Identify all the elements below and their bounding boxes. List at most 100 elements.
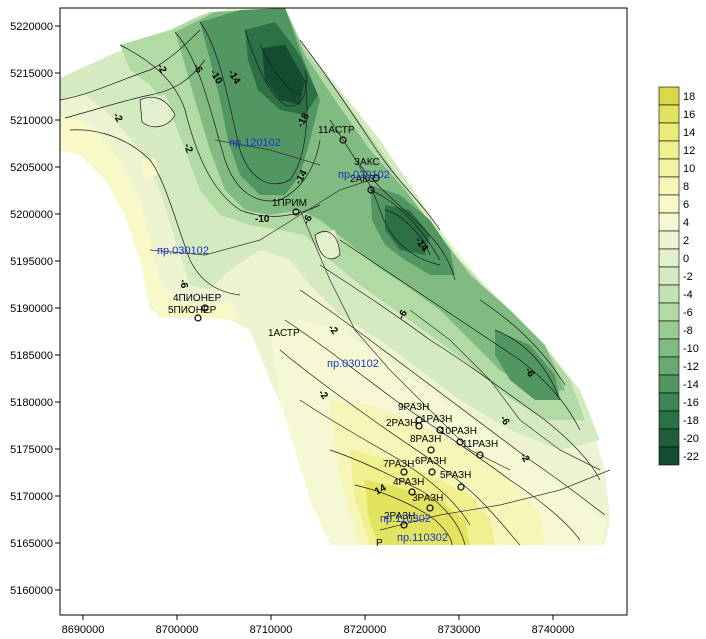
y-tick-label: 5205000: [10, 162, 53, 174]
well-label: 5РАЗН: [440, 470, 471, 481]
color-legend: 18 16 14 12 10 8 6 4 2 0 -2 -4 -6 -8 -10 -12 -14 -16 -18 -2…: [658, 86, 699, 466]
legend-swatch: [658, 122, 680, 142]
well-label: 5ПИОНЕР: [168, 305, 217, 316]
legend-label: -8: [683, 325, 693, 337]
well-label: 4ПИОНЕР: [173, 293, 222, 304]
legend-label: -6: [683, 307, 693, 319]
contour-lines: [60, 21, 606, 546]
legend-swatch: [658, 374, 680, 394]
y-tick-label: 5195000: [10, 256, 53, 268]
map-plot: [60, 8, 611, 546]
well-label: 1ПРИМ: [272, 198, 307, 209]
contour-label: -2: [181, 142, 195, 155]
legend-swatch: [658, 302, 680, 322]
legend-label: 0: [683, 253, 689, 265]
legend-label: -2: [683, 271, 693, 283]
surface-region-blob: [140, 95, 175, 130]
legend-swatch: [658, 320, 680, 340]
surface-region-blob: [140, 158, 160, 178]
well-label: 10РАЗН: [440, 426, 477, 437]
well-label: 2РАЗН: [386, 418, 417, 429]
legend-label: -10: [683, 343, 699, 355]
legend-swatch: [658, 176, 680, 196]
legend-swatch: [658, 230, 680, 250]
profile-lines: [149, 139, 611, 531]
y-tick-label: 5210000: [10, 115, 53, 127]
well-label: 8РАЗН: [410, 434, 441, 445]
x-tick-label: 8730000: [438, 624, 481, 636]
legend-swatch: [658, 86, 680, 106]
well-label: 2РАЗН: [384, 511, 415, 522]
well-label: 11РАЗН: [462, 439, 498, 450]
legend-swatch: [658, 248, 680, 268]
profile-label: пр.030102: [327, 358, 379, 370]
well-labels: 11АСТР ЗАКС 2АКС 1ПРИМ 4ПИОНЕР 5ПИОНЕР 1…: [168, 125, 498, 549]
x-tick-label: 8700000: [156, 624, 199, 636]
well-label: 11АСТР: [318, 125, 355, 136]
profile-label: пр.110302: [380, 513, 431, 525]
legend-swatch: [658, 140, 680, 160]
well-label: 1РАЗН: [421, 414, 452, 425]
legend-swatch: [658, 356, 680, 376]
well-label: 2АКС: [350, 174, 375, 185]
profile-labels: пр.120102 пр.020102 пр.030102 пр.030102 …: [157, 137, 448, 544]
y-tick-label: 5185000: [10, 350, 53, 362]
legend-swatch: [658, 428, 680, 448]
profile-label: пр.030102: [157, 245, 209, 257]
well-label: 4РАЗН: [393, 477, 424, 488]
x-tick-label: 8740000: [532, 624, 575, 636]
legend-label: 8: [683, 181, 689, 193]
contour-label: -6: [177, 279, 189, 290]
y-tick-label: 5175000: [10, 444, 53, 456]
y-tick-label: 5165000: [10, 538, 53, 550]
well-label: ЗАКС: [354, 157, 380, 168]
y-tick-label: 5200000: [10, 209, 53, 221]
y-tick-marks: [55, 25, 60, 591]
legend-swatch: [658, 104, 680, 124]
legend-label: -18: [683, 415, 699, 427]
legend-label: 4: [683, 217, 689, 229]
y-tick-label: 5180000: [10, 397, 53, 409]
legend-label: 6: [683, 199, 689, 211]
surface-region-west: [60, 115, 240, 320]
well-label: 6РАЗН: [415, 456, 446, 467]
legend-swatch: [658, 284, 680, 304]
legend-label: 14: [683, 127, 695, 139]
legend-label: -22: [683, 451, 699, 463]
legend-swatch: [658, 266, 680, 286]
well-label: 3РАЗН: [412, 493, 443, 504]
y-tick-label: 5170000: [10, 491, 53, 503]
legend-label: -20: [683, 433, 699, 445]
contour-label: -10: [255, 214, 270, 225]
legend-swatch: [658, 158, 680, 178]
legend-swatch: [658, 392, 680, 412]
x-tick-marks: [82, 615, 554, 620]
legend-swatch: [658, 212, 680, 232]
legend-label: 12: [683, 145, 695, 157]
legend-swatch: [658, 446, 680, 466]
profile-label: пр.110302: [397, 532, 448, 544]
well-label: 7РАЗН: [383, 459, 414, 470]
legend-label: -4: [683, 289, 693, 301]
plot-frame: [59, 7, 628, 616]
legend-label: 2: [683, 235, 689, 247]
legend-label: 16: [683, 109, 695, 121]
y-tick-labels: 5220000 5215000 5210000 5205000 5200000 …: [10, 21, 53, 597]
legend-label: -14: [683, 379, 699, 391]
profile-label: пр.120102: [229, 137, 281, 149]
well-markers: [194, 136, 484, 529]
x-tick-label: 8690000: [62, 624, 105, 636]
well-label: Р: [376, 538, 383, 549]
y-tick-label: 5160000: [10, 585, 53, 597]
x-tick-label: 8720000: [344, 624, 387, 636]
legend-label: -16: [683, 397, 699, 409]
surface-region-blob: [315, 230, 340, 262]
well-label: 9РАЗН: [398, 402, 429, 413]
profile-label: пр.020102: [338, 169, 390, 181]
legend-swatch: [658, 410, 680, 430]
x-tick-labels: 8690000 8700000 8710000 8720000 8730000 …: [62, 624, 575, 636]
contour-label: 14: [373, 482, 389, 497]
legend-swatch: [658, 338, 680, 358]
y-tick-label: 5220000: [10, 21, 53, 33]
